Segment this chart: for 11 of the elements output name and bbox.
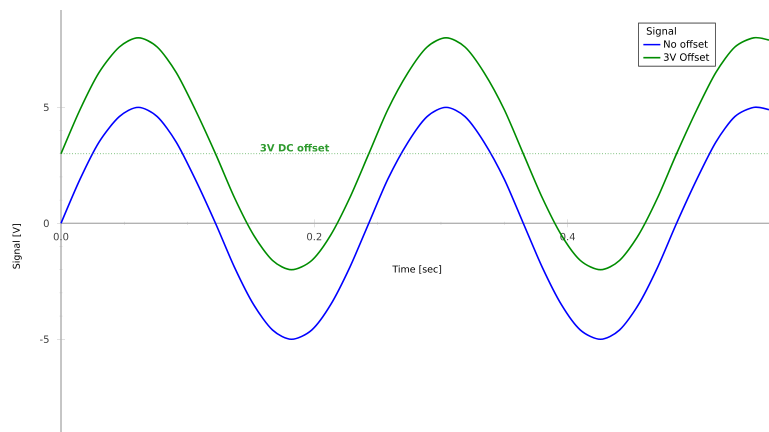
legend-label: No offset (664, 40, 708, 48)
x-axis-title: Time [sec] (392, 265, 442, 274)
legend-title: Signal (646, 27, 676, 37)
y-tick-label: -5 (40, 336, 49, 343)
legend-label: 3V Offset (664, 53, 710, 61)
x-tick-label: 0.2 (307, 232, 322, 240)
x-tick-label: 0.0 (54, 232, 68, 240)
y-tick-label: 5 (44, 104, 49, 112)
y-axis-title: Signal [V] (12, 224, 22, 269)
ref-line-label: 3V DC offset (260, 144, 330, 152)
y-tick-label: 0 (44, 220, 49, 228)
